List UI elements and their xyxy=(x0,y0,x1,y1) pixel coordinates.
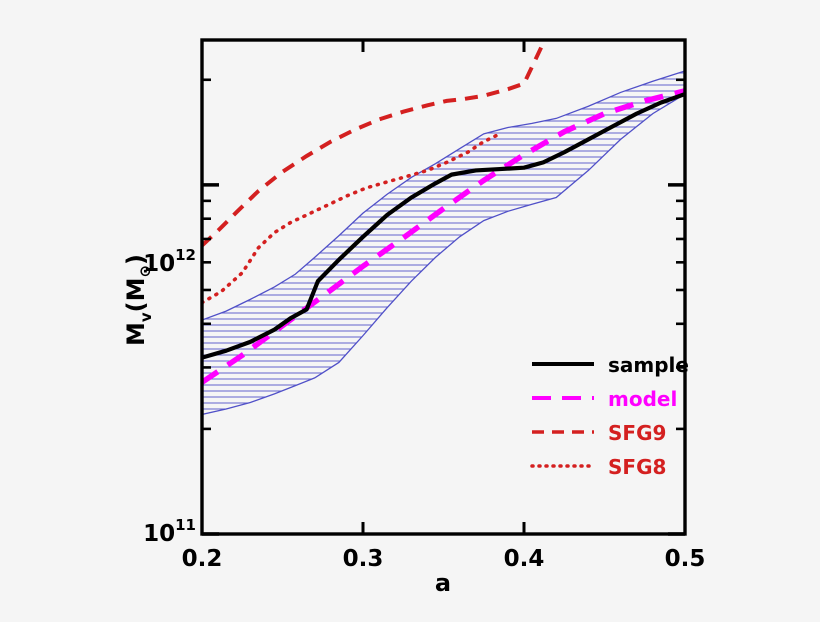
y-tick-label-1e12: 1012 xyxy=(143,246,196,277)
x-tick-label-0: 0.2 xyxy=(182,546,223,572)
legend-label-sfg8: SFG8 xyxy=(608,455,666,479)
y-tick-label-1e11: 1011 xyxy=(143,516,196,547)
x-tick-label-2: 0.4 xyxy=(504,546,545,572)
y-title-sun: ⊙ xyxy=(136,265,154,278)
x-tick-label-1: 0.3 xyxy=(343,546,384,572)
y-tick-exponent-1: 11 xyxy=(175,516,196,534)
x-axis-title: a xyxy=(435,569,451,597)
curve-sfg9 xyxy=(202,40,549,248)
scatter-band-group xyxy=(202,70,685,416)
x-axis-tick-labels: 0.2 0.3 0.4 0.5 xyxy=(182,546,706,572)
y-title-m: M xyxy=(122,322,150,346)
y-tick-mantissa-2: 10 xyxy=(143,251,175,277)
y-title-close: ) xyxy=(122,254,150,265)
y-axis-title: Mv(M⊙) xyxy=(122,254,155,346)
curve-sample xyxy=(202,91,685,360)
legend-label-model: model xyxy=(608,387,677,411)
svg-text:Mv(M⊙): Mv(M⊙) xyxy=(122,254,155,346)
y-title-open: (M xyxy=(122,278,150,313)
y-axis-ticks xyxy=(202,78,685,536)
scatter-band-outline xyxy=(202,70,685,416)
y-tick-exponent-2: 12 xyxy=(175,246,196,264)
legend-label-sfg9: SFG9 xyxy=(608,421,666,445)
scatter-band-fill xyxy=(202,70,685,415)
x-tick-label-3: 0.5 xyxy=(665,546,706,572)
legend-label-sample: sample xyxy=(608,353,689,377)
curve-sfg8 xyxy=(202,132,502,305)
y-title-sub: v xyxy=(137,312,155,322)
plot-content xyxy=(202,40,685,416)
y-tick-mantissa-1: 10 xyxy=(143,521,175,547)
legend: sample model SFG9 SFG8 xyxy=(530,353,689,479)
x-axis-ticks xyxy=(200,40,687,534)
y-axis-tick-labels: 1011 1012 xyxy=(143,246,196,547)
plot-frame xyxy=(200,38,687,536)
